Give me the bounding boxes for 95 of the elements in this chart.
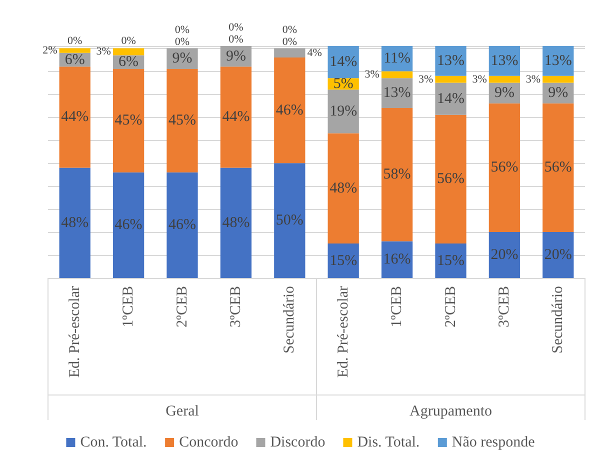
data-label: 9% <box>172 50 192 67</box>
data-label: 14% <box>330 54 358 70</box>
data-label: 19% <box>330 103 358 120</box>
bar <box>542 232 574 278</box>
bar <box>274 48 306 58</box>
bar <box>112 172 144 278</box>
data-label: 46% <box>276 102 304 118</box>
legend-label: Concordo <box>179 434 238 450</box>
text: Geral <box>166 404 199 420</box>
data-label: 48% <box>222 214 250 231</box>
bar <box>166 172 198 278</box>
bar <box>435 76 466 83</box>
data-label: 13% <box>544 52 572 69</box>
x-tick-label: 1ºCEB <box>120 286 137 328</box>
data-label: 3% <box>364 68 380 81</box>
bar <box>274 163 306 278</box>
data-label: 11% <box>384 50 411 67</box>
x-tick-label: 3ºCEB <box>228 286 244 328</box>
bar <box>381 241 413 278</box>
data-label: 3% <box>418 73 434 86</box>
legend-label: Dis. Total. <box>357 434 420 450</box>
data-label: 0% <box>282 24 297 36</box>
bar <box>112 68 144 172</box>
data-label: 15% <box>437 252 464 269</box>
data-label: 0% <box>228 22 244 34</box>
data-label: 3% <box>472 73 487 86</box>
x-tick-label: Secundário <box>282 286 298 354</box>
bar <box>435 114 466 244</box>
legend-label: Con. Total. <box>80 434 147 450</box>
bar <box>59 168 90 278</box>
data-label: 48% <box>330 180 358 196</box>
data-label: 56% <box>437 171 464 188</box>
x-tick-label: 1ºCEB <box>389 286 406 328</box>
data-label: 0% <box>282 36 297 48</box>
data-label: 0% <box>174 36 190 48</box>
bar <box>274 57 306 164</box>
bar <box>328 133 359 244</box>
data-label: 13% <box>383 85 411 102</box>
data-label: 56% <box>544 160 572 176</box>
x-tick-label: Ed. Pré-escolar <box>335 286 352 378</box>
data-label: 48% <box>61 214 89 231</box>
data-label: 14% <box>437 90 464 107</box>
bar <box>59 66 90 168</box>
data-label: 9% <box>226 48 246 64</box>
data-label: 9% <box>494 85 514 102</box>
data-label: 0% <box>121 34 136 47</box>
data-label: 58% <box>383 166 411 183</box>
x-tick-label: Ed. Pré-escolar <box>66 286 83 378</box>
x-tick-label: 2ºCEB <box>442 286 459 328</box>
data-label: 0% <box>174 24 190 36</box>
x-tick-label: 2ºCEB <box>174 286 190 328</box>
data-label: 3% <box>526 73 541 86</box>
data-label: 0% <box>228 34 244 46</box>
bar <box>220 168 252 278</box>
data-label: 45% <box>168 112 196 129</box>
bar <box>542 76 574 83</box>
data-label: 15% <box>330 252 358 269</box>
data-label: 20% <box>490 247 518 264</box>
bar <box>488 232 520 278</box>
data-label: 45% <box>114 112 142 129</box>
data-label: 56% <box>490 160 518 176</box>
x-tick-label: Secundário <box>550 286 566 354</box>
bar <box>488 103 520 232</box>
data-label: 44% <box>222 109 250 126</box>
data-label: 16% <box>383 252 411 268</box>
data-label: 50% <box>276 212 304 229</box>
data-label: 44% <box>61 109 89 126</box>
bar <box>542 103 574 232</box>
data-label: 3% <box>96 46 111 58</box>
bar <box>166 68 198 172</box>
data-label: 13% <box>490 52 518 69</box>
data-label: 46% <box>114 217 142 234</box>
data-label: 6% <box>118 54 139 70</box>
data-label: 20% <box>544 247 572 264</box>
bar <box>435 46 466 76</box>
bar <box>59 48 90 53</box>
data-label: 46% <box>168 217 196 234</box>
x-tick-label: 3ºCEB <box>496 286 512 328</box>
data-label: 13% <box>437 52 464 69</box>
legend-label: Discordo <box>270 434 326 450</box>
data-label: 9% <box>548 85 568 102</box>
data-label: 4% <box>307 46 322 59</box>
legend-label: Não responde <box>452 434 536 450</box>
bar <box>220 66 252 168</box>
text: Agrupamento <box>410 404 492 420</box>
data-label: 0% <box>68 34 82 47</box>
data-label: 2% <box>42 44 58 57</box>
bar <box>381 108 413 242</box>
bar <box>435 244 466 278</box>
data-label: 6% <box>64 52 85 68</box>
data-label: 5% <box>333 76 354 92</box>
bar <box>328 90 359 134</box>
bar <box>381 71 413 78</box>
bar <box>112 48 144 56</box>
bar <box>488 76 520 83</box>
